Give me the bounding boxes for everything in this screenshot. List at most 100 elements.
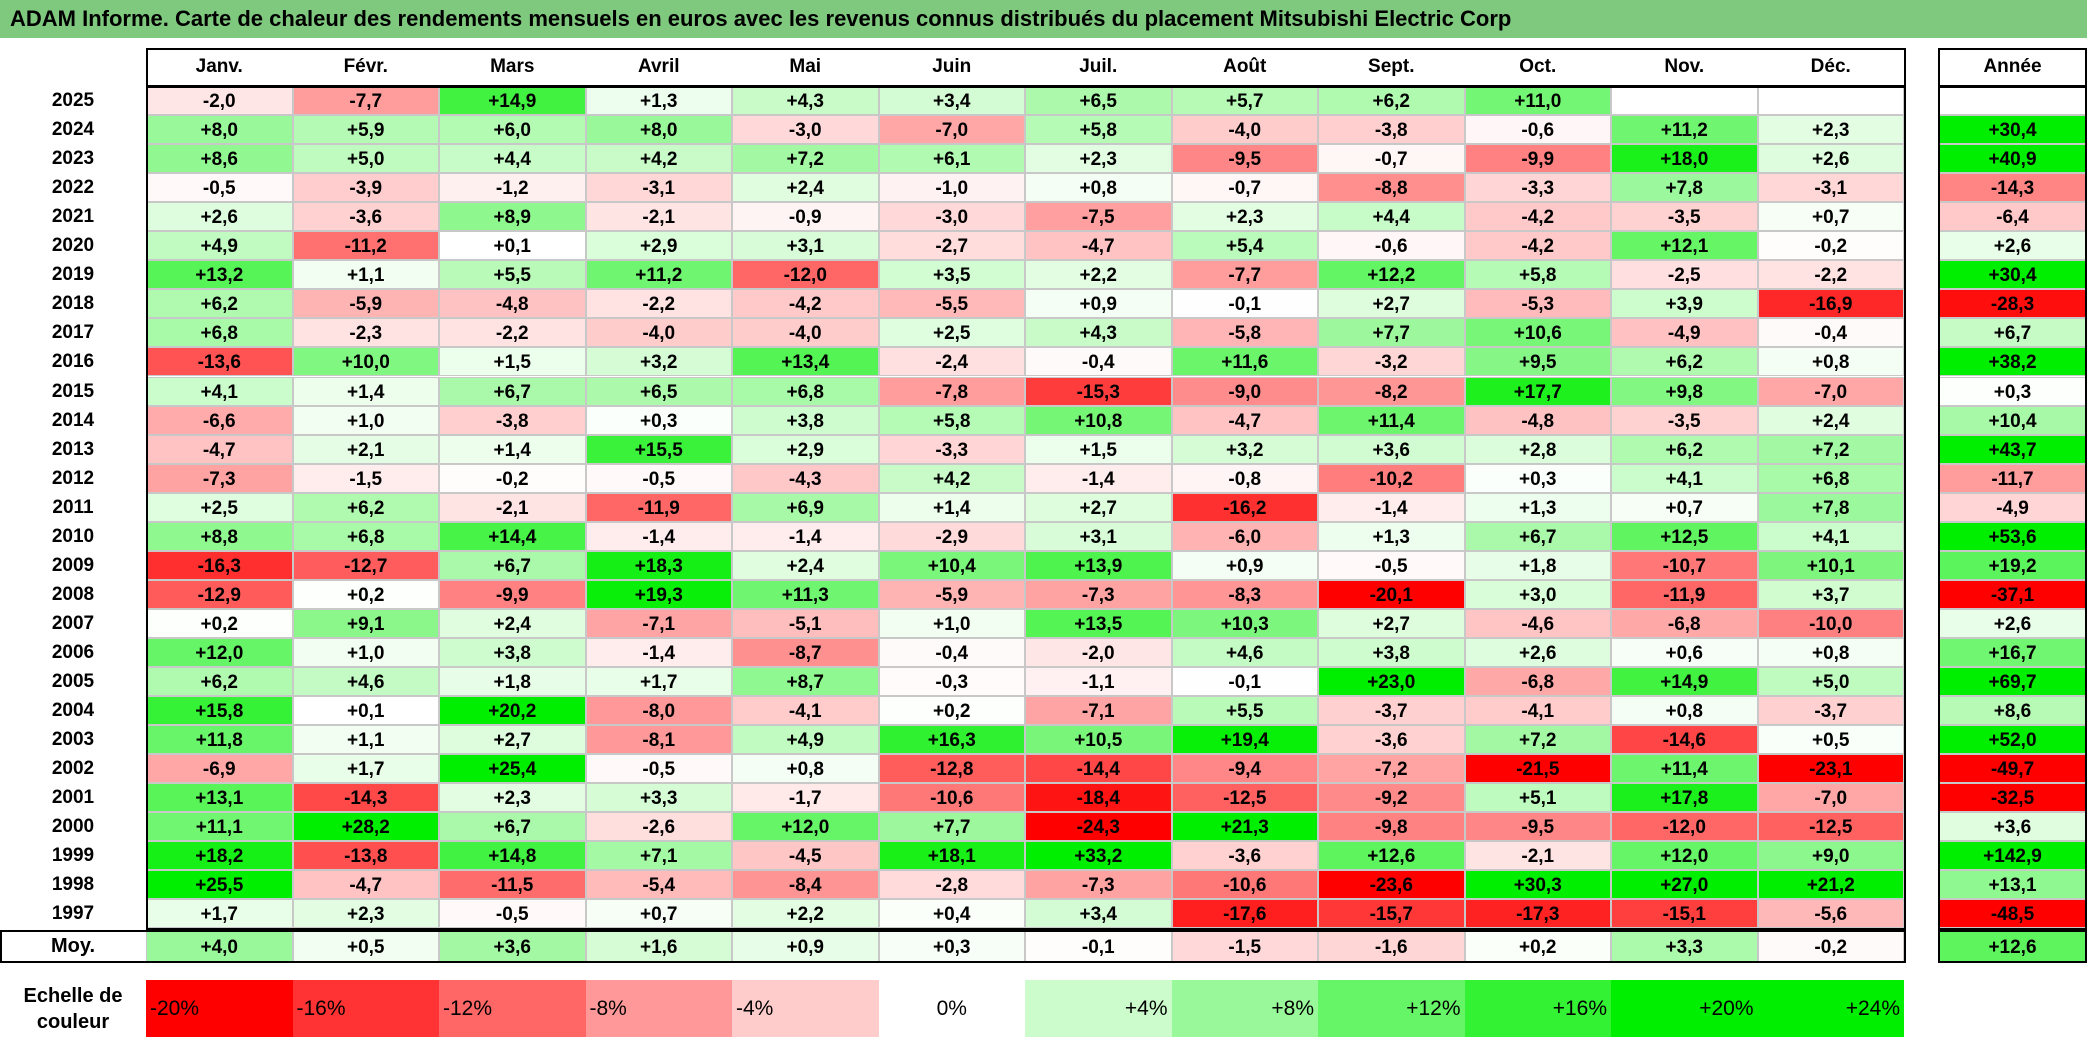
heatmap-cell: -4,8 (439, 289, 586, 319)
heatmap-cell: -7,5 (1025, 202, 1172, 232)
column-header: Avril (585, 48, 732, 86)
heatmap-cell: +1,0 (292, 405, 439, 435)
heatmap-cell: +0,1 (439, 231, 586, 261)
average-cell: -1,5 (1171, 931, 1318, 963)
heatmap-cell: -4,7 (292, 870, 439, 900)
color-scale-swatch: +4% (1025, 980, 1172, 1037)
year-label: 2001 (0, 783, 146, 813)
heatmap-cell: +28,2 (292, 812, 439, 842)
heatmap-cell: +3,8 (732, 405, 879, 435)
year-label: 2017 (0, 318, 146, 348)
column-header: Déc. (1757, 48, 1904, 86)
heatmap-cell: +6,5 (1025, 86, 1172, 116)
heatmap-cell: +4,6 (292, 667, 439, 697)
heatmap-cell: +10,6 (1464, 318, 1611, 348)
heatmap-cell: +1,0 (878, 608, 1025, 638)
heatmap-cell: +13,5 (1025, 608, 1172, 638)
heatmap-cell: -3,1 (1757, 173, 1904, 203)
year-label: 1999 (0, 841, 146, 871)
heatmap-cell: +1,7 (585, 667, 732, 697)
color-scale-swatch: -4% (732, 980, 879, 1037)
heatmap-cell: +4,2 (585, 144, 732, 174)
heatmap-cell: -12,5 (1757, 812, 1904, 842)
heatmap-cell: -4,0 (1171, 115, 1318, 145)
heatmap-cell: -7,7 (292, 86, 439, 116)
heatmap-cell: +6,9 (732, 492, 879, 522)
heatmap-cell: +11,6 (1171, 347, 1318, 377)
heatmap-cell: -2,2 (585, 289, 732, 319)
heatmap-cell: +3,4 (878, 86, 1025, 116)
heatmap-cell: +2,3 (1025, 144, 1172, 174)
annual-cell: +142,9 (1938, 841, 2087, 871)
heatmap-cell: -0,1 (1171, 289, 1318, 319)
heatmap-cell: -5,9 (878, 579, 1025, 609)
heatmap-cell: -4,0 (585, 318, 732, 348)
heatmap-cell: -1,7 (732, 783, 879, 813)
heatmap-cell: +2,2 (1025, 260, 1172, 290)
color-scale-swatch: +12% (1318, 980, 1465, 1037)
heatmap-cell: +0,7 (1611, 492, 1758, 522)
heatmap-cell: +0,9 (1171, 550, 1318, 580)
heatmap-cell: +2,3 (292, 899, 439, 929)
annual-cell: +52,0 (1938, 725, 2087, 755)
heatmap-cell: +2,1 (292, 434, 439, 464)
heatmap-cell: -4,7 (1025, 231, 1172, 261)
color-scale-swatch: +20% (1611, 980, 1758, 1037)
color-scale-swatch: +16% (1464, 980, 1611, 1037)
year-label: 2015 (0, 376, 146, 406)
annual-cell: +53,6 (1938, 521, 2087, 551)
heatmap-cell: +8,0 (146, 115, 293, 145)
heatmap-cell: -1,4 (585, 637, 732, 667)
heatmap-cell: +2,4 (732, 173, 879, 203)
heatmap-cell: +3,1 (732, 231, 879, 261)
column-header: Juil. (1025, 48, 1172, 86)
heatmap-cell: -7,8 (878, 376, 1025, 406)
heatmap-cell: +21,2 (1757, 870, 1904, 900)
heatmap-cell: -2,6 (585, 812, 732, 842)
heatmap-cell: -0,4 (1757, 318, 1904, 348)
column-header: Févr. (292, 48, 439, 86)
heatmap-cell: +13,2 (146, 260, 293, 290)
heatmap-cell: -0,5 (1318, 550, 1465, 580)
annual-cell: -49,7 (1938, 754, 2087, 784)
heatmap-cell: +0,1 (292, 696, 439, 726)
heatmap-cell: +10,4 (878, 550, 1025, 580)
heatmap-cell: +4,4 (1318, 202, 1465, 232)
heatmap-cell: -16,9 (1757, 289, 1904, 319)
heatmap-cell: +2,4 (1757, 405, 1904, 435)
heatmap-cell: +3,3 (585, 783, 732, 813)
heatmap-cell: +4,9 (146, 231, 293, 261)
heatmap-cell: +27,0 (1611, 870, 1758, 900)
heatmap-cell: -5,1 (732, 608, 879, 638)
heatmap-cell: -7,0 (878, 115, 1025, 145)
heatmap-cell: -7,3 (1025, 579, 1172, 609)
column-header: Mai (732, 48, 879, 86)
heatmap-cell: +4,3 (732, 86, 879, 116)
annual-cell: -4,9 (1938, 492, 2087, 522)
heatmap-cell: +5,8 (1464, 260, 1611, 290)
heatmap-cell: +11,4 (1611, 754, 1758, 784)
heatmap-cell: -7,1 (1025, 696, 1172, 726)
heatmap-cell: +6,8 (292, 521, 439, 551)
heatmap-cell: -6,9 (146, 754, 293, 784)
heatmap-cell: -4,7 (1171, 405, 1318, 435)
heatmap-cell: +2,7 (1318, 289, 1465, 319)
heatmap-cell: -13,8 (292, 841, 439, 871)
heatmap-cell: +0,7 (585, 899, 732, 929)
heatmap-cell: +10,0 (292, 347, 439, 377)
heatmap-cell: +1,0 (292, 637, 439, 667)
heatmap-cell: +11,0 (1464, 86, 1611, 116)
average-cell: +1,6 (585, 931, 732, 963)
heatmap-cell: -20,1 (1318, 579, 1465, 609)
year-label: 2022 (0, 173, 146, 203)
heatmap-cell: +5,4 (1171, 231, 1318, 261)
heatmap-cell: -2,2 (439, 318, 586, 348)
heatmap-cell: -3,8 (439, 405, 586, 435)
heatmap-cell: +7,7 (878, 812, 1025, 842)
heatmap-cell: +2,4 (439, 608, 586, 638)
year-label: 2025 (0, 86, 146, 116)
heatmap-cell: +17,8 (1611, 783, 1758, 813)
heatmap-cell: +2,9 (732, 434, 879, 464)
heatmap-cell: -9,0 (1171, 376, 1318, 406)
year-label: 2004 (0, 696, 146, 726)
